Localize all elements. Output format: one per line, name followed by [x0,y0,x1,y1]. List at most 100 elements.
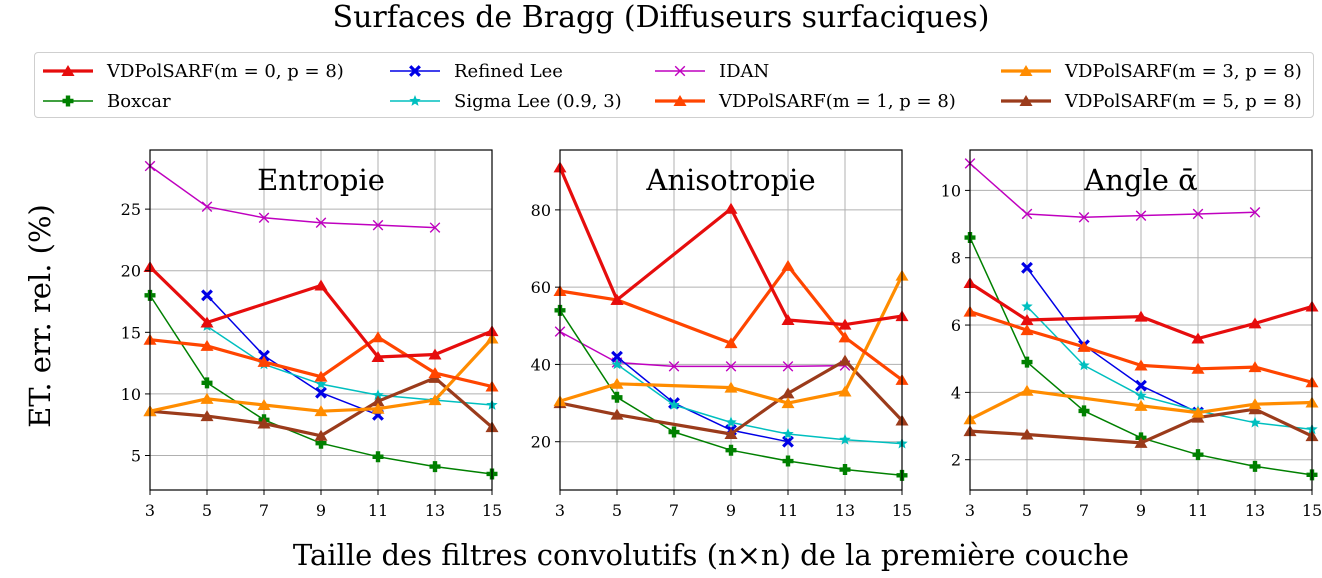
data-point [1134,399,1148,411]
data-point [428,394,442,406]
data-point [1248,317,1262,329]
series-line [558,166,903,327]
data-point [315,378,327,389]
x-tick-label: 7 [669,501,679,520]
series-line [616,363,903,445]
legend-label: IDAN [719,60,770,82]
data-point [429,461,441,473]
legend-label: VDPolSARF(m = 3, p = 8) [1065,60,1302,82]
series-line [559,330,846,368]
data-point [314,429,328,441]
series-line [1026,305,1313,431]
data-point [1134,359,1148,371]
series-line [969,407,1313,445]
data-point [1021,300,1033,312]
data-point [200,316,214,328]
data-point [611,358,623,370]
series-line [149,165,436,229]
y-tick-label: 20 [531,433,551,452]
data-point [315,437,327,449]
data-point [257,355,271,367]
data-point [428,366,442,378]
series-line [969,389,1313,421]
legend-swatch-triangle-icon [1001,65,1051,76]
data-point [1078,212,1090,223]
data-point [781,397,795,409]
legend-swatch-triangle-icon [43,65,93,76]
series-line [1026,267,1199,414]
legend-item-sigma-lee: Sigma Lee (0.9, 3) [388,87,622,115]
legend-swatch-x-icon [655,65,705,77]
y-tick-label: 15 [121,323,141,342]
data-point [200,410,214,422]
data-point [1249,416,1261,428]
chart-panel-angle-alpha: 3 5 7 9 11 13 15 2 4 6 8 10 Angle ᾱ [941,149,1322,520]
data-point [610,293,624,305]
data-point [611,350,623,363]
y-tick-label: 80 [531,201,551,220]
data-point [610,377,624,389]
x-tick-label: 11 [778,501,798,520]
legend-label: VDPolSARF(m = 0, p = 8) [107,60,344,82]
data-point [200,392,214,404]
data-point [257,399,271,410]
chart-panel-entropie: 3 5 7 9 11 13 15 5 10 15 20 25 Entropie [121,149,502,520]
data-point [314,370,328,382]
data-point [1249,206,1261,218]
data-point [1020,324,1034,336]
data-point [1078,405,1090,417]
data-point [372,451,384,463]
data-point [1021,261,1033,274]
legend-item-vdpolsarf-m0: VDPolSARF(m = 0, p = 8) [41,57,344,85]
legend-swatch-marker [409,65,421,77]
series-line [559,264,903,382]
legend-item-vdpolsarf-m5: VDPolSARF(m = 5, p = 8) [999,87,1302,115]
legend-swatch-plus-icon [43,95,93,107]
series-line [206,325,493,406]
data-point [371,350,385,362]
legend-swatch-star-icon [390,95,440,106]
x-tick-label: 5 [202,501,212,520]
x-tick-label: 15 [482,501,502,520]
legend-item-boxcar: Boxcar [41,87,171,115]
data-point [314,279,328,291]
y-tick-label: 20 [121,262,141,281]
data-point [724,202,738,214]
legend-item-idan: IDAN [653,57,769,85]
data-point [1248,361,1262,373]
data-point [725,444,737,456]
legend-swatch-marker [1019,65,1033,76]
series-line [969,162,1256,219]
data-point [611,391,623,403]
data-point [1077,340,1091,352]
figure-title: Surfaces de Bragg (Diffuseurs surfacique… [332,0,990,35]
data-point [838,331,852,343]
legend-swatch-triangle-icon [655,95,705,106]
data-point [428,348,442,360]
data-point [1248,398,1262,410]
data-point [315,386,327,399]
x-tick-label: 9 [726,501,736,520]
y-tick-label: 60 [531,278,551,297]
data-point [1191,406,1205,418]
legend-item-refined-lee: Refined Lee [388,57,563,85]
x-tick-label: 5 [1022,501,1032,520]
data-point [725,416,737,428]
data-point [838,318,852,330]
data-point [781,314,795,325]
data-point [782,361,794,372]
data-point [1135,210,1147,221]
y-tick-label: 4 [951,383,961,402]
x-tick-label: 9 [1136,501,1146,520]
data-point [429,222,441,233]
data-point [668,361,680,372]
y-tick-label: 10 [121,385,141,404]
panel-title: Anisotropie [645,163,815,197]
x-tick-label: 13 [425,501,445,520]
panel-title: Entropie [257,163,385,197]
data-point [610,408,624,420]
y-tick-label: 10 [941,181,961,200]
legend-item-vdpolsarf-m1: VDPolSARF(m = 1, p = 8) [653,87,956,115]
legend-label: VDPolSARF(m = 1, p = 8) [719,90,956,112]
